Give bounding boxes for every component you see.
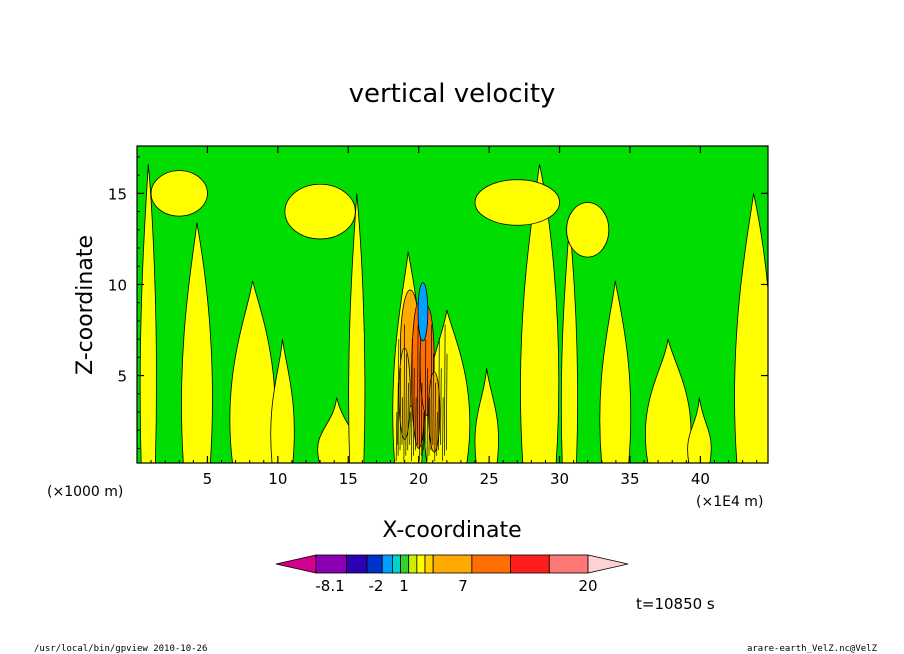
time-label: t=10850 s <box>636 595 715 613</box>
y-axis-label: Z-coordinate <box>73 235 98 375</box>
contour-line <box>422 411 425 451</box>
x-unit-right: (×1E4 m) <box>696 494 763 510</box>
colorbar-bin <box>416 554 426 574</box>
colorbar-bin <box>315 554 347 574</box>
colorbar-bin <box>432 554 473 574</box>
contour-line <box>428 397 431 456</box>
positive-region <box>150 170 208 217</box>
contour-line <box>413 368 415 456</box>
x-tick-label: 15 <box>339 470 358 488</box>
colorbar-bin <box>346 554 368 574</box>
colorbar-arrow-right <box>587 554 629 574</box>
x-tick-label: 30 <box>550 470 569 488</box>
positive-region <box>181 222 213 463</box>
x-tick-label: 25 <box>480 470 499 488</box>
contour-line <box>426 368 429 462</box>
plot-frame <box>136 145 769 464</box>
contour-line <box>420 382 423 456</box>
contour-line <box>436 411 438 456</box>
y-axis-ticks: 5 10 15 <box>108 156 768 449</box>
core-region <box>417 282 429 342</box>
colorbar-bin <box>408 554 418 574</box>
colorbar-bin <box>381 554 393 574</box>
positive-region <box>474 368 499 463</box>
contour-line <box>403 324 405 462</box>
contour-line <box>438 339 440 451</box>
contour-line <box>417 324 419 445</box>
contour-line <box>440 368 442 445</box>
x-tick-label: 20 <box>409 470 428 488</box>
colorbar-bin <box>392 554 401 574</box>
y-tick-label: 10 <box>108 276 127 294</box>
x-unit-left: (×1000 m) <box>47 484 123 500</box>
plot-area <box>137 146 768 463</box>
positive-region <box>566 202 610 258</box>
colorbar-label: 20 <box>578 577 597 595</box>
footer-right: arare-earth_VelZ.nc@VelZ <box>747 644 878 654</box>
positive-region <box>644 339 692 463</box>
contour-line <box>407 382 409 451</box>
colorbar-label: 1 <box>399 577 409 595</box>
positive-region <box>284 183 356 240</box>
contour-line <box>401 397 404 445</box>
positive-region <box>599 280 632 463</box>
contour-line <box>442 397 444 462</box>
contour-line <box>399 368 402 451</box>
y-tick-label: 15 <box>108 185 127 203</box>
positive-region <box>687 397 712 463</box>
contour-line <box>434 382 436 462</box>
positive-region <box>270 339 295 463</box>
colorbar-label: 7 <box>458 577 468 595</box>
colorbar <box>275 554 629 574</box>
positive-region <box>139 164 157 463</box>
contour-line <box>445 353 448 451</box>
colorbar-bin <box>366 554 383 574</box>
positive-region <box>734 193 768 463</box>
colorbar-bin <box>510 554 550 574</box>
contour-line <box>415 397 417 451</box>
colorbar-bin <box>548 554 589 574</box>
contour-line <box>411 339 413 462</box>
colorbar-labels: -8.1 -2 1 7 20 <box>315 577 597 595</box>
x-tick-label: 5 <box>203 470 213 488</box>
footer-left: /usr/local/bin/gpview 2010-10-26 <box>34 644 207 654</box>
x-tick-label: 35 <box>620 470 639 488</box>
colorbar-label: -2 <box>369 577 384 595</box>
contour-line <box>409 411 411 445</box>
contour-line <box>432 353 434 445</box>
colorbar-arrow-left <box>275 554 317 574</box>
x-tick-label: 10 <box>268 470 287 488</box>
colorbar-bin <box>471 554 511 574</box>
positive-region <box>474 179 560 226</box>
colorbar-bin <box>424 554 434 574</box>
contour-line <box>430 324 432 451</box>
chart-title: vertical velocity <box>349 79 556 109</box>
core-region <box>428 371 441 453</box>
contour-line <box>395 411 398 462</box>
contour-line <box>397 382 399 445</box>
y-tick-label: 5 <box>117 368 127 386</box>
colorbar-label: -8.1 <box>315 577 344 595</box>
contour-line <box>444 324 446 456</box>
convective-core <box>395 282 448 462</box>
x-axis-label: X-coordinate <box>382 518 521 543</box>
x-tick-label: 40 <box>691 470 710 488</box>
contour-line <box>424 339 427 445</box>
positive-region <box>348 193 366 463</box>
x-axis-ticks: 5 10 15 20 25 30 35 40 <box>150 146 758 488</box>
positive-region <box>520 164 560 463</box>
contour-line <box>418 353 421 462</box>
contour-line <box>405 353 407 456</box>
colorbar-bin <box>400 554 410 574</box>
